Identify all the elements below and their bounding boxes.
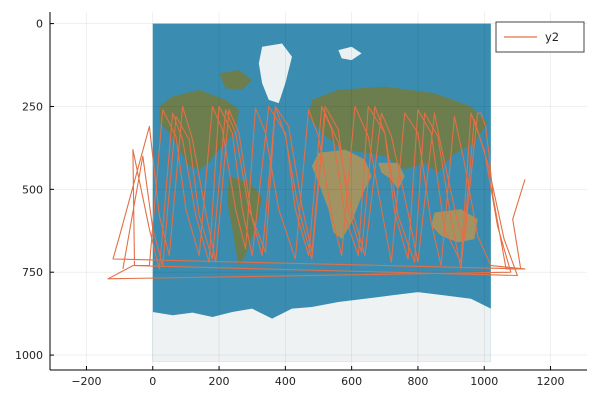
- x-tick-label-5: 800: [407, 375, 428, 388]
- x-tick-label-4: 600: [341, 375, 362, 388]
- series-layer: [107, 105, 526, 280]
- x-tick-label-0: −200: [71, 375, 101, 388]
- y-tick-label-2: 500: [22, 183, 43, 196]
- series-y2-line: [107, 105, 526, 280]
- northern-canada-islands: [219, 70, 253, 90]
- x-tick-label-2: 200: [209, 375, 230, 388]
- legend: y2: [495, 21, 585, 53]
- eurasia: [308, 86, 488, 173]
- y-axis-ticks: 0 250 500 750 1000: [15, 18, 54, 362]
- arctic-islands: [338, 46, 362, 61]
- y-tick-label-3: 750: [22, 266, 43, 279]
- x-tick-label-1: 0: [149, 375, 156, 388]
- x-axis-ticks: −200 0 200 400 600 800 1000 1200: [71, 366, 565, 388]
- plot-area: −200 0 200 400 600 800 1000 1200 0 250 500 750 1000…: [15, 12, 587, 388]
- legend-series-y2-label: y2: [545, 30, 559, 44]
- x-tick-label-7: 1200: [537, 375, 565, 388]
- y-tick-label-0: 0: [36, 18, 43, 31]
- x-tick-label-6: 1000: [470, 375, 498, 388]
- axes: [49, 12, 587, 371]
- antarctica: [152, 292, 491, 362]
- greenland: [258, 43, 292, 104]
- y-tick-label-4: 1000: [15, 349, 43, 362]
- x-tick-label-3: 400: [275, 375, 296, 388]
- y-tick-label-1: 250: [22, 100, 43, 113]
- world-map-image: [152, 23, 491, 362]
